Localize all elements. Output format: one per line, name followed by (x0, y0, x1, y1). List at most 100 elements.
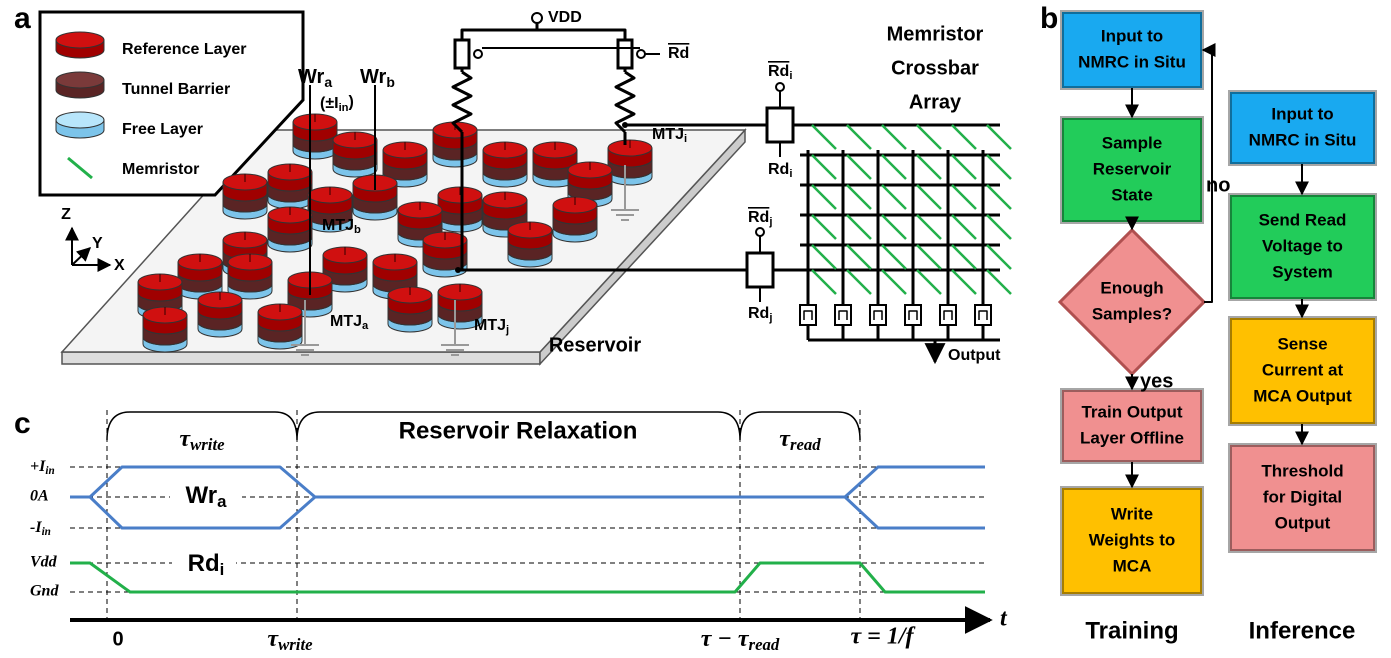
wire (952, 185, 976, 209)
rd-label-sub: i (789, 168, 792, 180)
level-label: Gnd (30, 583, 59, 600)
node-label: System (1272, 262, 1332, 281)
phase-label-sub: write (190, 435, 225, 454)
mtj-pillar (258, 304, 302, 349)
wire (952, 215, 976, 239)
wr-label-sub: b (386, 74, 395, 90)
node-label: Sample (1102, 133, 1162, 152)
wire (812, 270, 836, 294)
node-label: Sense (1277, 334, 1327, 353)
wr-label-sub: a (324, 74, 332, 90)
vdd-node (532, 13, 542, 23)
crossbar-title: Array (909, 91, 962, 113)
wire (917, 155, 941, 179)
decision (1060, 230, 1204, 374)
node-label: Voltage to (1262, 236, 1343, 255)
wire (847, 270, 871, 294)
phase-label: Reservoir Relaxation (399, 417, 638, 444)
legend-label: Reference Layer (122, 41, 247, 58)
wire (812, 155, 836, 179)
node-label: MCA (1113, 556, 1152, 575)
phase-label: τread (779, 426, 821, 454)
mtj-pillar (268, 207, 312, 252)
mtj-pillar (553, 197, 597, 242)
mtj-label: MTJj (474, 317, 509, 336)
crossbar-title: Memristor (887, 23, 984, 45)
time-axis-label: t (1000, 606, 1008, 632)
wire (882, 215, 906, 239)
rd-label: Rdj (748, 305, 772, 324)
node-label: NMRC in Situ (1249, 130, 1357, 149)
time-label: τ − τread (701, 626, 780, 654)
signal-label-sub: i (220, 560, 225, 579)
rd-label-sub: j (768, 216, 772, 228)
wire (952, 245, 976, 269)
process-box (1062, 12, 1202, 88)
signal-label-sub: a (217, 492, 227, 511)
wire (812, 215, 836, 239)
mtj-label-base: MTJ (652, 126, 684, 143)
wire (952, 270, 976, 294)
node-label: Weights to (1089, 530, 1176, 549)
wire (462, 23, 537, 40)
mtj-pillar (608, 140, 652, 185)
panel-label: a (14, 2, 31, 35)
wire (72, 248, 90, 265)
legend-label: Tunnel Barrier (122, 81, 230, 98)
mtj-label-sub: a (362, 320, 369, 332)
node-label: Current at (1262, 360, 1344, 379)
mtj-pillar (388, 287, 432, 332)
reservoir-label: Reservoir (549, 334, 641, 356)
node-label: Write (1111, 504, 1153, 523)
mtj-label-sub: b (354, 224, 361, 236)
column-title: Training (1085, 617, 1178, 644)
mtj-pillar (143, 307, 187, 352)
wire (987, 245, 1011, 269)
wire (917, 125, 941, 149)
wire (537, 30, 625, 40)
node-label: Reservoir (1093, 159, 1172, 178)
rd-label: Rdj (748, 209, 772, 228)
level-label-sub: in (45, 464, 54, 476)
wr-label: Wra (298, 66, 332, 89)
sense-amp (905, 305, 921, 325)
axis-label: Y (92, 235, 103, 252)
mtj-pillar (198, 292, 242, 337)
mtj-pillar (433, 122, 477, 167)
node-label: Train Output (1081, 402, 1182, 421)
wire (917, 270, 941, 294)
rd-label-base: Rd (748, 305, 769, 322)
time-label: τ = 1/f (851, 624, 916, 650)
mtj-label-base: MTJ (474, 317, 506, 334)
node-label: Threshold (1261, 461, 1343, 480)
node-label: Layer Offline (1080, 428, 1184, 447)
layer-top (56, 32, 104, 48)
node-label: Send Read (1259, 210, 1347, 229)
wire (882, 125, 906, 149)
signal-label-base: Rd (188, 550, 220, 577)
level-label: Vdd (30, 554, 58, 571)
time-label: 0 (112, 628, 123, 650)
wire (987, 125, 1011, 149)
node-label: State (1111, 185, 1153, 204)
wr-label-base: Wr (298, 66, 325, 88)
mtj-label-sub: i (684, 133, 687, 145)
sense-amp (940, 305, 956, 325)
wire (812, 245, 836, 269)
mtj-pillar (333, 132, 377, 177)
axis-label: Z (61, 206, 71, 223)
time-label-sub: write (278, 635, 313, 654)
input-label: (±Iin) (320, 94, 354, 114)
node-label: Input to (1101, 26, 1163, 45)
mtj-pillar (508, 222, 552, 267)
wire (917, 185, 941, 209)
wire (917, 215, 941, 239)
panel-label: b (1040, 2, 1058, 35)
rd-label: Rdi (768, 63, 792, 82)
level-label-base: +I (30, 458, 46, 475)
mtj-pillar (223, 174, 267, 219)
gate-bubble (776, 83, 784, 91)
wire (882, 155, 906, 179)
input-label-tail: ) (349, 94, 354, 111)
node-label: Samples? (1092, 304, 1172, 323)
